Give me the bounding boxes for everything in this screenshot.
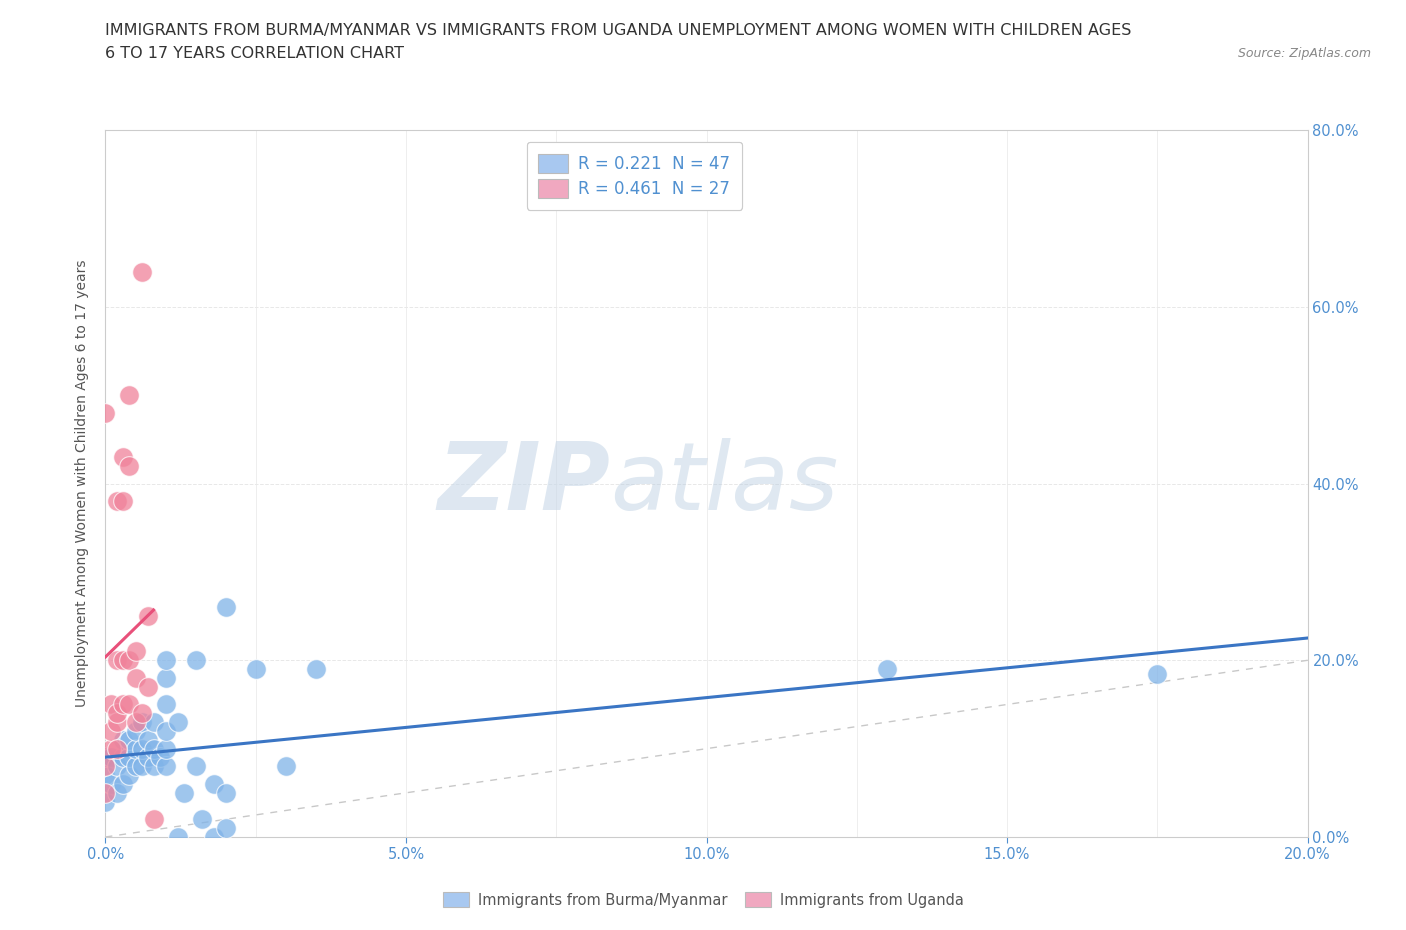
- Text: 6 TO 17 YEARS CORRELATION CHART: 6 TO 17 YEARS CORRELATION CHART: [105, 46, 405, 61]
- Point: [876, 662, 898, 677]
- Point: [142, 812, 165, 827]
- Point: [202, 777, 225, 791]
- Point: [155, 741, 177, 756]
- Point: [118, 768, 141, 783]
- Point: [155, 653, 177, 668]
- Point: [166, 715, 188, 730]
- Point: [136, 679, 159, 694]
- Point: [173, 785, 195, 800]
- Point: [202, 830, 225, 844]
- Point: [107, 494, 129, 509]
- Point: [94, 750, 117, 764]
- Point: [124, 724, 146, 738]
- Point: [112, 698, 135, 712]
- Point: [214, 821, 236, 836]
- Point: [94, 785, 117, 800]
- Point: [155, 698, 177, 712]
- Point: [94, 794, 117, 809]
- Point: [100, 724, 122, 738]
- Point: [155, 759, 177, 774]
- Point: [1146, 666, 1168, 681]
- Point: [155, 671, 177, 685]
- Point: [107, 785, 129, 800]
- Point: [136, 609, 159, 624]
- Point: [148, 750, 170, 764]
- Text: IMMIGRANTS FROM BURMA/MYANMAR VS IMMIGRANTS FROM UGANDA UNEMPLOYMENT AMONG WOMEN: IMMIGRANTS FROM BURMA/MYANMAR VS IMMIGRA…: [105, 23, 1132, 38]
- Point: [214, 785, 236, 800]
- Point: [131, 264, 153, 279]
- Point: [112, 733, 135, 748]
- Point: [155, 724, 177, 738]
- Point: [107, 715, 129, 730]
- Point: [118, 733, 141, 748]
- Point: [131, 715, 153, 730]
- Point: [107, 706, 129, 721]
- Point: [112, 750, 135, 764]
- Point: [112, 450, 135, 465]
- Point: [142, 741, 165, 756]
- Point: [94, 768, 117, 783]
- Point: [274, 759, 297, 774]
- Legend: Immigrants from Burma/Myanmar, Immigrants from Uganda: Immigrants from Burma/Myanmar, Immigrant…: [437, 886, 969, 913]
- Point: [131, 759, 153, 774]
- Point: [112, 777, 135, 791]
- Point: [124, 671, 146, 685]
- Point: [100, 741, 122, 756]
- Point: [124, 741, 146, 756]
- Point: [100, 698, 122, 712]
- Point: [118, 458, 141, 473]
- Y-axis label: Unemployment Among Women with Children Ages 6 to 17 years: Unemployment Among Women with Children A…: [76, 259, 90, 708]
- Point: [131, 706, 153, 721]
- Point: [118, 698, 141, 712]
- Point: [131, 741, 153, 756]
- Text: Source: ZipAtlas.com: Source: ZipAtlas.com: [1237, 46, 1371, 60]
- Text: ZIP: ZIP: [437, 438, 610, 529]
- Point: [100, 750, 122, 764]
- Point: [184, 759, 207, 774]
- Point: [118, 388, 141, 403]
- Point: [107, 653, 129, 668]
- Legend: R = 0.221  N = 47, R = 0.461  N = 27: R = 0.221 N = 47, R = 0.461 N = 27: [527, 142, 742, 210]
- Point: [245, 662, 267, 677]
- Point: [190, 812, 212, 827]
- Point: [214, 600, 236, 615]
- Point: [107, 741, 129, 756]
- Point: [136, 733, 159, 748]
- Point: [112, 494, 135, 509]
- Point: [124, 715, 146, 730]
- Point: [166, 830, 188, 844]
- Point: [142, 715, 165, 730]
- Point: [118, 653, 141, 668]
- Point: [124, 644, 146, 659]
- Text: atlas: atlas: [610, 438, 838, 529]
- Point: [305, 662, 328, 677]
- Point: [112, 653, 135, 668]
- Point: [184, 653, 207, 668]
- Point: [124, 759, 146, 774]
- Point: [136, 750, 159, 764]
- Point: [142, 759, 165, 774]
- Point: [107, 759, 129, 774]
- Point: [94, 759, 117, 774]
- Point: [100, 777, 122, 791]
- Point: [118, 750, 141, 764]
- Point: [94, 405, 117, 420]
